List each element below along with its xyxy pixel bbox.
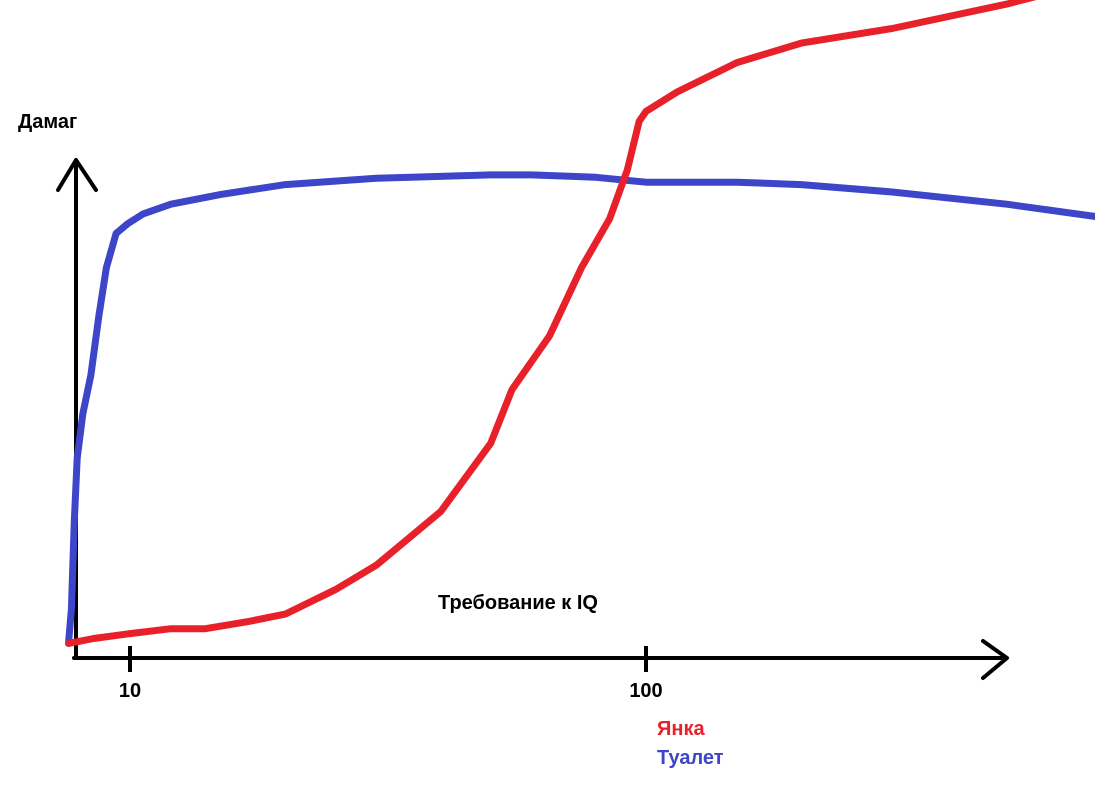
y-axis-arrow: [56, 158, 98, 192]
x-ticks: 10 100: [119, 646, 663, 702]
x-tick-label: 10: [119, 680, 141, 702]
series-line-tualet: [65, 171, 1095, 647]
legend-item-tualet: Туалет: [657, 747, 724, 769]
series-layer: [65, 0, 1095, 647]
x-axis-label: Требование к IQ: [438, 592, 598, 614]
series-line-yanka: [65, 0, 1037, 647]
x-axis-arrow: [981, 639, 1009, 680]
x-tick-label: 100: [629, 680, 662, 702]
legend-item-yanka: Янка: [657, 718, 705, 740]
legend: Янка Туалет: [657, 718, 724, 769]
y-axis-label: Дамаг: [18, 111, 77, 133]
